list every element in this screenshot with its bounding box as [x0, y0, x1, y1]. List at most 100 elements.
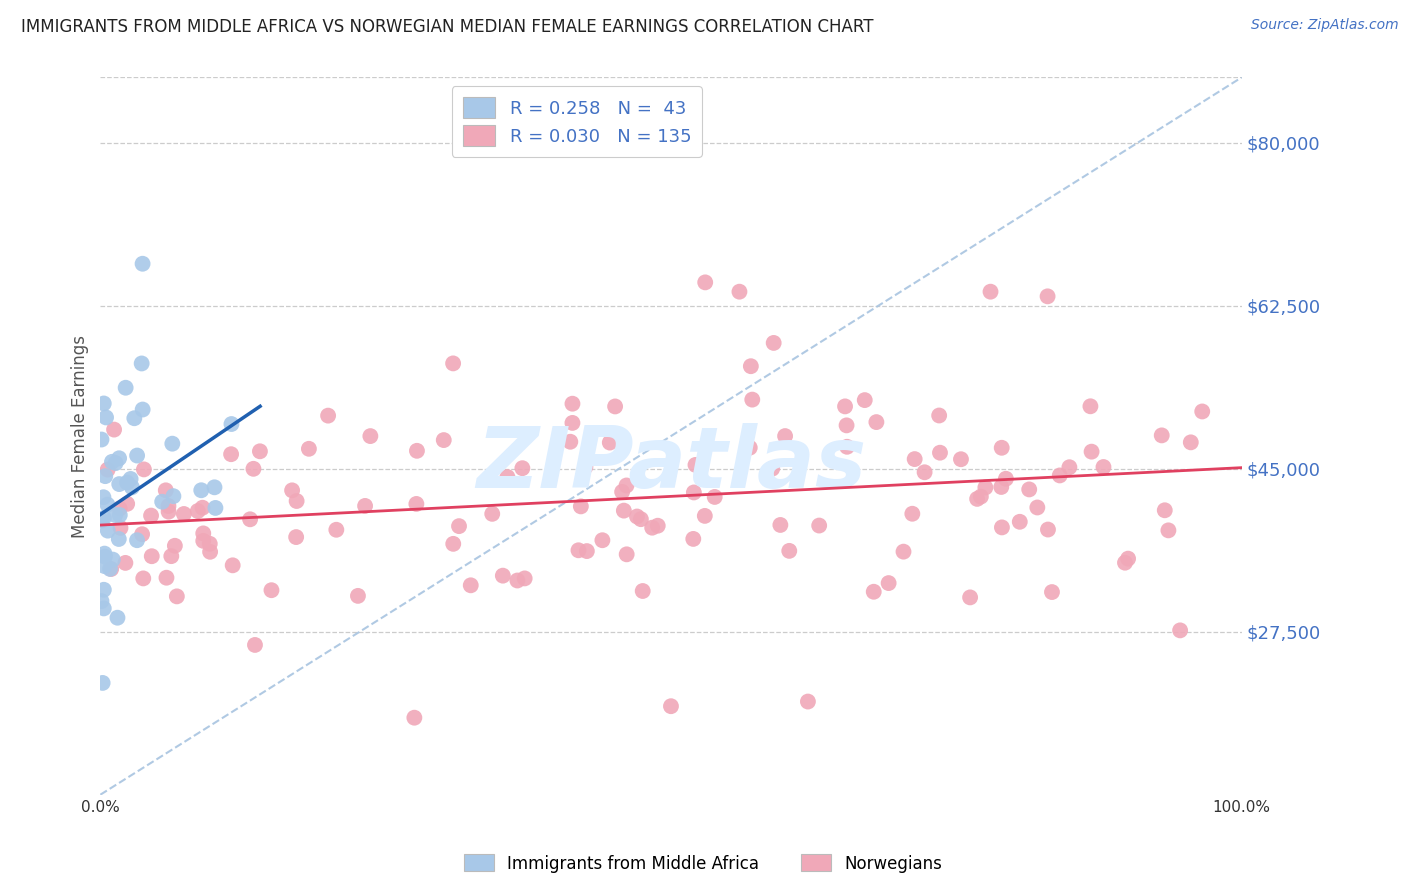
Point [260, 583, 283, 598]
Point [1180, 435, 1202, 450]
Point [970, 490, 993, 504]
Point [659, 699, 682, 714]
Point [441, 537, 464, 551]
Point [121, 480, 143, 494]
Point [613, 503, 636, 517]
Point [115, 497, 138, 511]
Point [160, 549, 183, 563]
Point [107, 532, 129, 546]
Point [221, 417, 243, 431]
Point [90, 514, 112, 528]
Point [1092, 460, 1115, 475]
Point [114, 556, 136, 570]
Point [219, 447, 242, 461]
Point [769, 518, 792, 533]
Point [193, 526, 215, 541]
Point [1114, 556, 1136, 570]
Text: ZIPatlas: ZIPatlas [475, 424, 866, 507]
Point [173, 507, 195, 521]
Point [249, 444, 271, 458]
Point [761, 461, 783, 475]
Point [853, 393, 876, 408]
Point [131, 257, 153, 271]
Point [1168, 624, 1191, 638]
Point [492, 568, 515, 582]
Point [1080, 399, 1102, 413]
Point [93, 601, 115, 615]
Point [979, 285, 1001, 299]
Point [901, 507, 924, 521]
Point [683, 485, 706, 500]
Point [626, 509, 648, 524]
Point [693, 508, 716, 523]
Point [285, 494, 308, 508]
Point [773, 429, 796, 443]
Point [101, 455, 124, 469]
Point [141, 549, 163, 564]
Text: IMMIGRANTS FROM MIDDLE AFRICA VS NORWEGIAN MEDIAN FEMALE EARNINGS CORRELATION CH: IMMIGRANTS FROM MIDDLE AFRICA VS NORWEGI… [21, 18, 873, 36]
Point [797, 694, 820, 708]
Point [243, 638, 266, 652]
Point [877, 576, 900, 591]
Point [406, 443, 429, 458]
Point [974, 481, 997, 495]
Point [132, 571, 155, 585]
Point [738, 441, 761, 455]
Point [404, 711, 426, 725]
Point [94, 410, 117, 425]
Point [835, 418, 858, 433]
Point [198, 537, 221, 551]
Point [93, 559, 115, 574]
Point [991, 520, 1014, 534]
Point [610, 484, 633, 499]
Point [616, 478, 638, 492]
Point [93, 582, 115, 597]
Point [1036, 289, 1059, 303]
Point [574, 459, 596, 474]
Point [1049, 468, 1071, 483]
Point [481, 507, 503, 521]
Point [567, 543, 589, 558]
Legend: R = 0.258   N =  43, R = 0.030   N = 135: R = 0.258 N = 43, R = 0.030 N = 135 [451, 87, 702, 157]
Point [139, 508, 162, 523]
Point [97, 524, 120, 538]
Point [447, 519, 470, 533]
Point [93, 490, 115, 504]
Point [354, 499, 377, 513]
Point [193, 533, 215, 548]
Point [778, 544, 800, 558]
Point [616, 547, 638, 561]
Point [599, 435, 621, 450]
Point [104, 456, 127, 470]
Point [131, 402, 153, 417]
Point [239, 512, 262, 526]
Point [914, 465, 936, 479]
Point [204, 500, 226, 515]
Point [695, 276, 717, 290]
Point [104, 508, 127, 522]
Point [591, 533, 613, 548]
Point [893, 544, 915, 558]
Point [741, 392, 763, 407]
Point [97, 462, 120, 476]
Point [560, 434, 582, 449]
Point [191, 500, 214, 515]
Legend: Immigrants from Middle Africa, Norwegians: Immigrants from Middle Africa, Norwegian… [457, 847, 949, 880]
Point [91, 676, 114, 690]
Point [98, 562, 121, 576]
Point [603, 400, 626, 414]
Point [405, 497, 427, 511]
Point [114, 381, 136, 395]
Point [1008, 515, 1031, 529]
Point [513, 571, 536, 585]
Point [561, 416, 583, 430]
Point [221, 558, 243, 573]
Point [103, 423, 125, 437]
Point [325, 523, 347, 537]
Point [641, 521, 664, 535]
Point [166, 590, 188, 604]
Point [990, 441, 1012, 455]
Point [316, 409, 339, 423]
Point [904, 452, 927, 467]
Point [441, 356, 464, 370]
